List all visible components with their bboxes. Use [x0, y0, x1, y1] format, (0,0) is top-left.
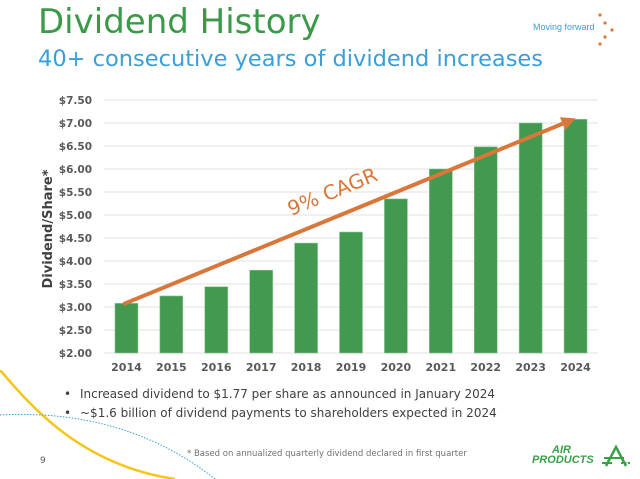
x-tick-label: 2022 — [470, 361, 501, 374]
page-number: 9 — [40, 456, 46, 466]
y-tick-label: $6.00 — [59, 164, 92, 176]
x-tick-label: 2017 — [246, 361, 277, 374]
x-tick-label: 2019 — [336, 361, 367, 374]
x-tick-label: 2021 — [426, 361, 457, 374]
x-tick-label: 2015 — [156, 361, 187, 374]
bar-2015 — [159, 295, 184, 354]
x-tick-labels: 2014 2015 2016 2017 2018 2019 2020 2021 2022 2023… — [111, 361, 591, 374]
y-tick-label: $3.00 — [59, 302, 92, 314]
footnote: * Based on annualized quarterly dividend… — [187, 449, 467, 459]
slide-title: Dividend History — [38, 2, 321, 42]
y-tick-label: $7.50 — [59, 95, 92, 107]
x-tick-label: 2020 — [381, 361, 412, 374]
brand-dots-icon — [598, 13, 614, 46]
slide-subtitle: 40+ consecutive years of dividend increa… — [38, 46, 543, 72]
y-tick-label: $7.00 — [59, 118, 92, 130]
bullet-icon: • — [64, 405, 72, 420]
bullet-text: ~$1.6 billion of dividend payments to sh… — [80, 405, 497, 420]
bar-2021 — [429, 168, 453, 354]
trend-arrow-head — [559, 117, 576, 131]
x-tick-label: 2024 — [560, 361, 591, 374]
bar-2016 — [204, 286, 229, 354]
bullet-text: Increased dividend to $1.77 per share as… — [80, 386, 496, 401]
y-tick-label: $4.50 — [59, 233, 92, 245]
bar-2018 — [294, 242, 318, 354]
y-axis-label: Dividend/Share* — [41, 169, 56, 288]
dividend-chart: $2.00 $2.50 $3.00 $3.50 $4.00 $4.50 $5.00 $5.50… — [41, 95, 598, 374]
y-tick-label: $2.50 — [59, 325, 92, 337]
x-tick-label: 2014 — [111, 361, 142, 374]
bar-2024 — [563, 119, 588, 354]
bar-2019 — [339, 231, 363, 354]
y-tick-label: $4.00 — [59, 256, 92, 268]
x-tick-label: 2016 — [201, 361, 232, 374]
y-tick-label: $2.00 — [59, 348, 92, 360]
logo-mark-icon — [602, 444, 631, 467]
logo-line2: PRODUCTS — [532, 454, 594, 466]
bars — [114, 119, 588, 354]
y-tick-label: $5.00 — [59, 210, 92, 222]
air-products-logo: AIR PRODUCTS — [532, 443, 632, 473]
x-tick-label: 2023 — [515, 361, 546, 374]
bullet-icon: • — [64, 386, 72, 401]
y-tick-label: $3.50 — [59, 279, 92, 291]
bar-2014 — [114, 303, 139, 354]
decorative-swoosh — [0, 370, 216, 479]
y-tick-labels: $2.00 $2.50 $3.00 $3.50 $4.00 $4.50 $5.00 $5.50… — [59, 95, 92, 360]
bar-2017 — [249, 269, 273, 354]
bar-2020 — [384, 198, 408, 354]
bar-2023 — [518, 122, 543, 354]
logo-line1: AIR — [552, 444, 571, 456]
y-tick-label: $6.50 — [59, 141, 92, 153]
y-tick-label: $5.50 — [59, 187, 92, 199]
bullet-item: • ~$1.6 billion of dividend payments to … — [64, 403, 497, 422]
trend-arrow-line — [122, 121, 564, 306]
bullet-item: • Increased dividend to $1.77 per share … — [64, 384, 497, 403]
bullet-list: • Increased dividend to $1.77 per share … — [64, 384, 497, 422]
x-tick-label: 2018 — [291, 361, 322, 374]
bar-2022 — [473, 146, 498, 354]
tagline: Moving forward — [533, 22, 595, 32]
